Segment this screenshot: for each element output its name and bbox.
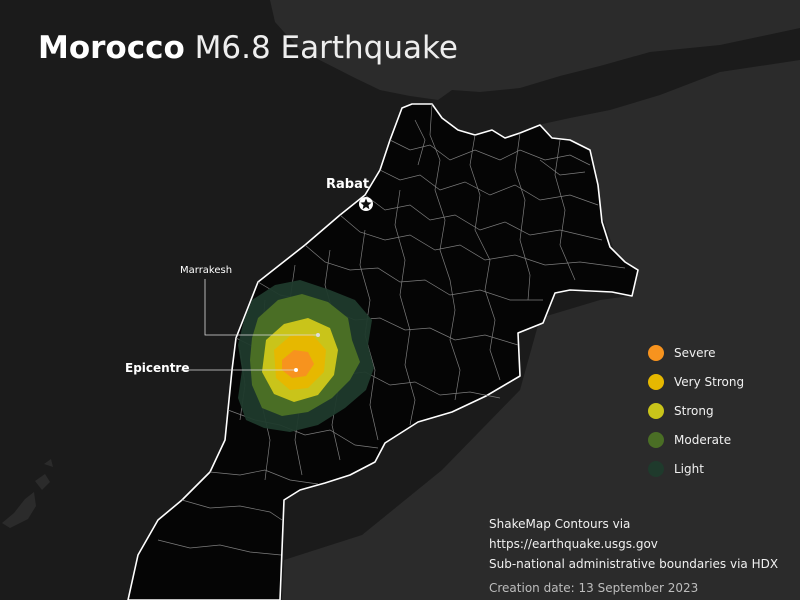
marrakesh-label: Marrakesh xyxy=(180,265,233,276)
rabat-label: Rabat xyxy=(326,177,370,192)
shakemap-contours xyxy=(238,280,374,432)
legend-swatch-strong xyxy=(648,402,664,419)
legend-item-severe: Severe xyxy=(648,338,744,367)
leader-lines xyxy=(181,279,318,371)
spain-landmass xyxy=(270,0,800,100)
capital-star-icon xyxy=(359,197,373,211)
epicentre-marker xyxy=(294,368,298,372)
morocco-landmass xyxy=(127,103,639,600)
legend-item-moderate: Moderate xyxy=(648,425,744,454)
legend-swatch-severe xyxy=(648,344,664,361)
page-title: Morocco M6.8 Earthquake xyxy=(38,30,458,67)
algeria-landmass xyxy=(282,60,800,600)
legend-label-moderate: Moderate xyxy=(674,432,732,447)
legend-swatch-light xyxy=(648,460,664,477)
legend-item-light: Light xyxy=(648,454,744,483)
legend-label-strong: Strong xyxy=(674,403,714,418)
legend-label-severe: Severe xyxy=(674,345,716,360)
legend: Severe Very Strong Strong Moderate Light xyxy=(648,338,744,483)
legend-label-light: Light xyxy=(674,461,704,476)
credit-boundaries: Sub-national administrative boundaries v… xyxy=(489,557,779,571)
credit-shakemap: ShakeMap Contours via https://earthquake… xyxy=(489,517,658,551)
legend-item-strong: Strong xyxy=(648,396,744,425)
legend-swatch-moderate xyxy=(648,431,664,448)
canary-islands xyxy=(2,459,53,528)
creation-date: Creation date: 13 September 2023 xyxy=(489,581,699,595)
legend-swatch-very-strong xyxy=(648,373,664,390)
marrakesh-marker xyxy=(316,333,320,337)
epicentre-label: Epicentre xyxy=(125,361,190,375)
legend-item-very-strong: Very Strong xyxy=(648,367,744,396)
credits: ShakeMap Contours via https://earthquake… xyxy=(489,514,800,598)
title-event: M6.8 Earthquake xyxy=(194,30,458,66)
title-country: Morocco xyxy=(38,30,185,66)
legend-label-very-strong: Very Strong xyxy=(674,374,745,389)
contour-severe xyxy=(282,350,314,378)
